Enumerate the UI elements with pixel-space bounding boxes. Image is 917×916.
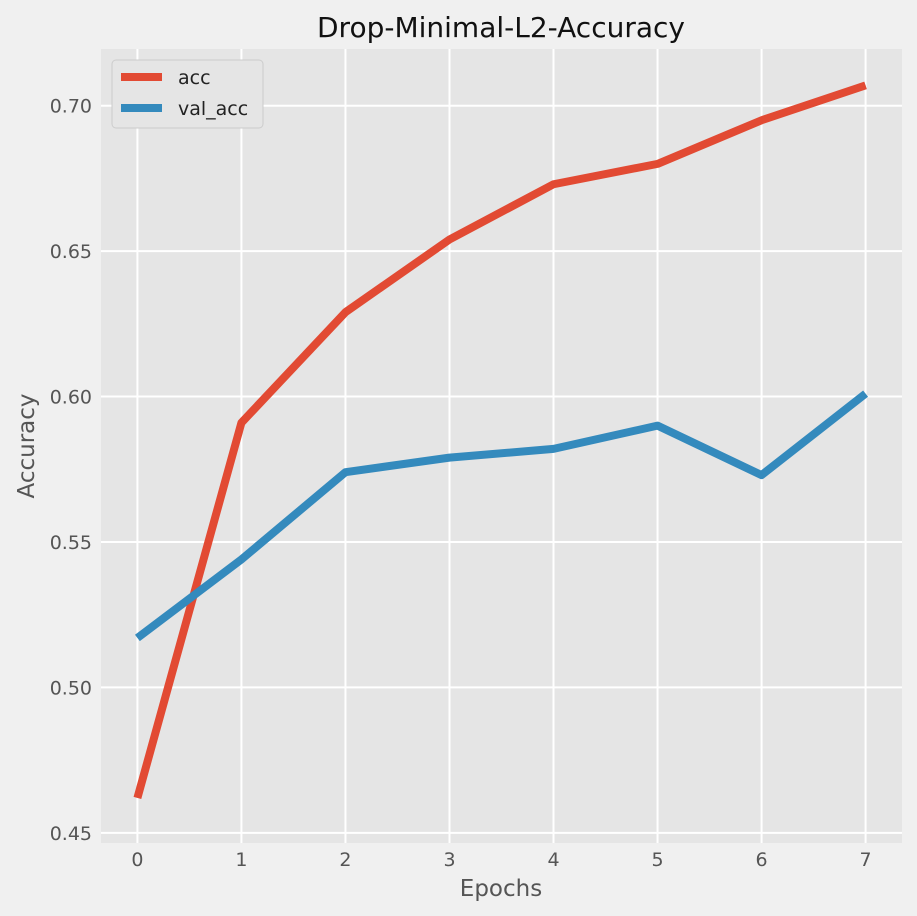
y-tick-label: 0.50 xyxy=(50,677,92,699)
x-tick-label: 7 xyxy=(860,849,872,871)
x-axis-ticks: 0 1 2 3 4 5 6 7 xyxy=(131,849,871,871)
y-axis-ticks: 0.45 0.50 0.55 0.60 0.65 0.70 xyxy=(50,96,92,845)
y-axis-label: Accuracy xyxy=(14,393,40,498)
chart-title: Drop-Minimal-L2-Accuracy xyxy=(317,11,685,44)
x-tick-label: 2 xyxy=(339,849,351,871)
x-tick-label: 5 xyxy=(651,849,663,871)
legend-label-val-acc: val_acc xyxy=(178,98,248,120)
y-tick-label: 0.60 xyxy=(50,387,92,409)
x-tick-label: 1 xyxy=(235,849,247,871)
legend-label-acc: acc xyxy=(178,67,211,89)
x-tick-label: 6 xyxy=(756,849,768,871)
series-line-acc xyxy=(133,81,867,799)
gridlines xyxy=(101,49,902,843)
y-tick-label: 0.55 xyxy=(50,532,92,554)
legend: acc val_acc xyxy=(111,59,264,129)
x-tick-label: 0 xyxy=(131,849,143,871)
y-tick-label: 0.45 xyxy=(50,823,92,845)
x-axis-label: Epochs xyxy=(460,876,542,902)
x-tick-label: 4 xyxy=(547,849,559,871)
y-tick-label: 0.65 xyxy=(50,241,92,263)
series-lines xyxy=(133,81,869,799)
plot-area xyxy=(101,49,902,843)
series-line-val-acc xyxy=(134,390,869,642)
y-tick-label: 0.70 xyxy=(50,96,92,118)
x-tick-label: 3 xyxy=(443,849,455,871)
